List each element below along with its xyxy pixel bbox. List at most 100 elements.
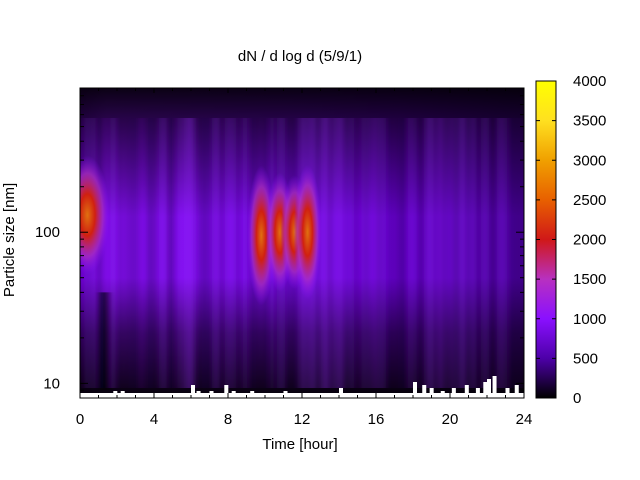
stripe xyxy=(189,118,195,388)
stripe xyxy=(450,118,456,388)
stripe xyxy=(327,118,332,388)
stripe xyxy=(413,118,416,388)
x-tick-label: 4 xyxy=(150,411,158,428)
gap-block xyxy=(250,391,255,398)
gap-block xyxy=(120,391,125,398)
stripe xyxy=(429,118,436,388)
stripe xyxy=(348,118,355,388)
stripe xyxy=(165,118,171,388)
colorbar-tick-label: 500 xyxy=(573,350,598,367)
stripe xyxy=(226,118,229,388)
stripe xyxy=(401,118,407,388)
stripe xyxy=(205,118,208,388)
stripe xyxy=(433,118,437,388)
stripe xyxy=(376,118,383,388)
stripe xyxy=(218,118,222,388)
gap-block xyxy=(483,382,488,398)
stripe xyxy=(356,118,361,388)
stripe xyxy=(144,118,151,388)
stripe xyxy=(336,118,342,388)
stripe xyxy=(169,118,174,388)
gap-block xyxy=(505,388,510,398)
stripe xyxy=(242,118,248,388)
colorbar: 0 500 1000 1500 2000 2500 3000 3500 4000 xyxy=(535,73,606,407)
gap-block xyxy=(451,388,456,398)
stripe xyxy=(502,118,508,388)
stripe xyxy=(148,118,154,388)
x-tick-label: 16 xyxy=(368,411,385,428)
stripe xyxy=(181,118,185,388)
stripe xyxy=(98,292,111,391)
y-axis: 10 100 xyxy=(35,87,524,399)
stripe xyxy=(209,118,214,388)
stripe xyxy=(108,118,113,388)
colorbar-tick-label: 4000 xyxy=(573,73,606,90)
x-tick-label: 12 xyxy=(294,411,311,428)
gap-block xyxy=(487,379,491,398)
gap-block xyxy=(113,391,118,398)
stripe xyxy=(454,118,459,388)
stripe xyxy=(498,118,503,388)
colorbar-ticks: 0 500 1000 1500 2000 2500 3000 3500 4000 xyxy=(536,73,606,407)
stripe xyxy=(323,118,330,388)
gap-block xyxy=(464,385,469,398)
stripe xyxy=(372,118,379,388)
x-tick-label: 0 xyxy=(76,411,84,428)
colorbar-tick-label: 1000 xyxy=(573,311,606,328)
chart-title: dN / d log d (5/9/1) xyxy=(238,48,362,65)
stripe xyxy=(482,118,488,388)
gap-block xyxy=(283,391,288,398)
gap-block xyxy=(492,376,497,398)
stripe xyxy=(340,118,344,388)
y-axis-label: Particle size [nm] xyxy=(1,183,18,297)
gap-block xyxy=(191,385,195,398)
stripe xyxy=(132,118,137,388)
stripe xyxy=(506,118,511,388)
stripe xyxy=(388,118,392,388)
stripe xyxy=(474,118,479,388)
gap-block xyxy=(475,388,480,398)
x-axis: 0 4 8 12 16 20 24 xyxy=(76,88,532,428)
stripe xyxy=(331,118,337,388)
colorbar-tick-label: 2500 xyxy=(573,192,606,209)
y-tick-label: 10 xyxy=(43,375,60,392)
stripe xyxy=(380,118,385,388)
missing-data xyxy=(113,376,519,398)
gap-block xyxy=(429,388,434,398)
gap-block xyxy=(440,391,445,398)
stripe xyxy=(120,118,124,388)
stripe xyxy=(197,118,201,388)
stripe xyxy=(104,118,107,388)
stripe xyxy=(494,118,498,388)
colorbar-tick-label: 1500 xyxy=(573,271,606,288)
gap-block xyxy=(231,391,236,398)
stripe xyxy=(161,118,165,388)
stripe xyxy=(173,118,178,388)
stripe xyxy=(384,118,388,388)
stripe xyxy=(364,118,369,388)
stripe xyxy=(405,118,409,388)
stripe xyxy=(344,118,347,388)
stripe xyxy=(437,118,443,388)
stripe xyxy=(352,118,358,388)
gap-block xyxy=(196,391,201,398)
stripe xyxy=(124,118,130,388)
hot-spot xyxy=(293,164,322,300)
colorbar-tick-label: 2000 xyxy=(573,232,606,249)
stripe xyxy=(230,118,235,388)
gap-block xyxy=(224,385,229,398)
stripe xyxy=(421,118,426,388)
stripe xyxy=(238,118,241,388)
stripe xyxy=(458,118,464,388)
stripe xyxy=(193,118,196,388)
hot-spot xyxy=(80,155,110,275)
colorbar-tick-label: 3000 xyxy=(573,152,606,169)
colorbar-tick-label: 0 xyxy=(573,390,581,407)
gap-block xyxy=(422,385,427,398)
stripe xyxy=(152,118,158,388)
stripe xyxy=(425,118,432,388)
stripe xyxy=(417,118,421,388)
x-tick-label: 20 xyxy=(442,411,459,428)
gap-block xyxy=(514,385,519,398)
stripe xyxy=(128,118,135,388)
